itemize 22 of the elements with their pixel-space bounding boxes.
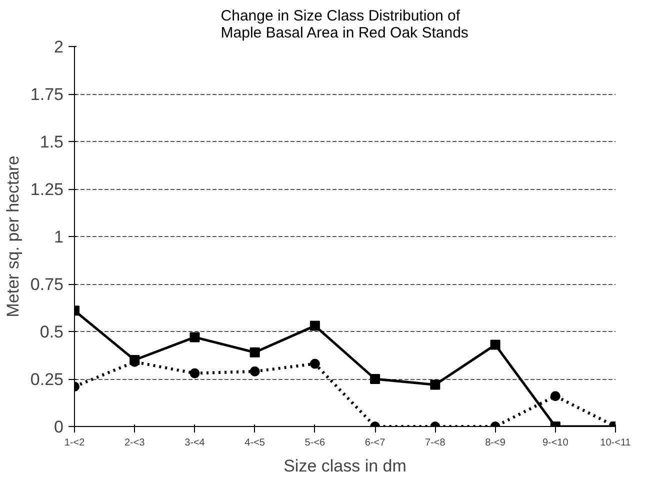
x-tick-label: 5-<6 bbox=[304, 438, 326, 448]
x-tick-label: 8-<9 bbox=[485, 438, 506, 448]
y-axis-title: Meter sq. per hectare bbox=[3, 156, 22, 318]
y-tick-label: 0.75 bbox=[30, 275, 64, 294]
y-tick-label: 0.5 bbox=[40, 322, 64, 342]
y-tick-label: 0.25 bbox=[30, 370, 64, 389]
y-tick-label: 0 bbox=[54, 418, 64, 436]
x-tick-label: 9-<10 bbox=[542, 438, 569, 448]
x-tick-label: 6-<7 bbox=[364, 438, 386, 448]
x-tick-label: 2-<3 bbox=[124, 438, 146, 448]
x-axis-title: Size class in dm bbox=[284, 456, 406, 476]
y-tick-label: 1 bbox=[54, 228, 64, 246]
y-tick-label: 1.5 bbox=[40, 132, 64, 152]
x-tick-label: 4-<5 bbox=[244, 438, 266, 448]
y-tick-label: 1.25 bbox=[30, 180, 64, 199]
x-tick-label: 10-<11 bbox=[600, 438, 632, 448]
y-tick-label: 2 bbox=[54, 38, 64, 56]
x-tick-label: 7-<8 bbox=[425, 438, 446, 448]
chart-title: Change in Size Class Distribution of Maple Basal Area in Red Oak Stands bbox=[220, 8, 468, 42]
y-tick-label: 1.75 bbox=[30, 85, 64, 104]
x-tick-label: 1-<2 bbox=[64, 438, 86, 448]
x-tick-label: 3-<4 bbox=[184, 438, 206, 448]
